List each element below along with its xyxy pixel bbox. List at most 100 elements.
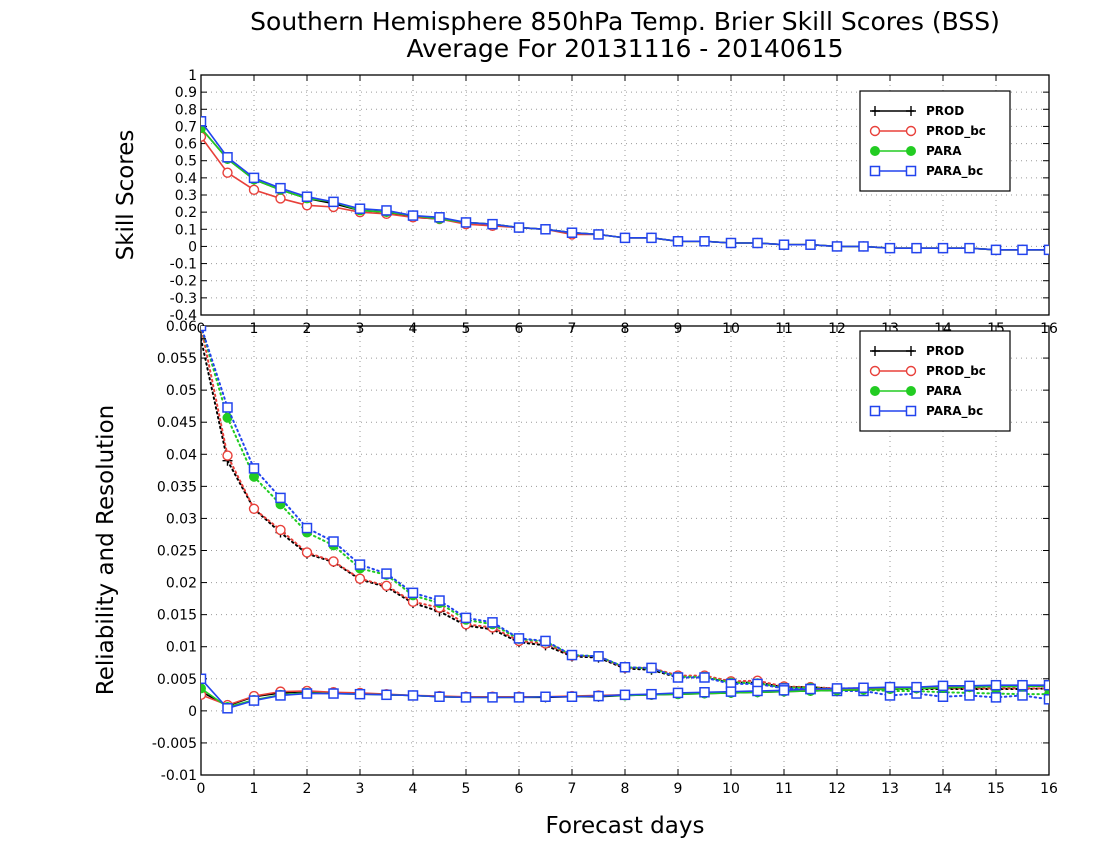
- data-point-para-bc: [460, 217, 472, 228]
- data-point-prod-bc: [301, 547, 313, 558]
- data-point-para-bc: [805, 683, 816, 695]
- y-tick-label: 0.04: [166, 447, 197, 463]
- legend-marker: [905, 365, 917, 377]
- legend-marker: [869, 165, 881, 177]
- data-point-para-bc: [354, 559, 366, 570]
- data-point-para-bc: [699, 236, 710, 247]
- x-tick-label: 13: [881, 781, 899, 797]
- y-tick-label: 1: [188, 68, 197, 84]
- data-point-para-bc: [434, 595, 445, 606]
- data-point-para-bc: [434, 691, 445, 702]
- data-point-para-bc: [513, 633, 525, 644]
- data-point-para-bc: [858, 241, 869, 252]
- data-point-para-bc: [222, 152, 233, 163]
- legend-marker: [906, 146, 916, 156]
- data-point-para-bc: [937, 242, 949, 254]
- data-point-para-bc: [619, 689, 631, 701]
- chart-subtitle: Average For 20131116 - 20140615: [406, 34, 843, 63]
- y-tick-label: -0.3: [170, 291, 197, 307]
- x-tick-label: 4: [409, 781, 418, 797]
- x-tick-label: 9: [674, 781, 683, 797]
- data-point-para-bc: [566, 227, 578, 238]
- data-point-para-bc: [275, 492, 286, 504]
- y-tick-label: 0.6: [175, 137, 197, 153]
- data-point-para-bc: [699, 672, 710, 683]
- data-point-para-bc: [778, 685, 790, 696]
- data-point-para-bc: [593, 651, 604, 662]
- legend-marker: [870, 106, 880, 116]
- x-tick-label: 12: [828, 781, 846, 797]
- data-point-para-bc: [248, 172, 260, 184]
- data-point-para-bc: [540, 691, 551, 702]
- y-tick-label: -0.4: [170, 308, 197, 324]
- data-point-prod-bc: [328, 556, 339, 567]
- data-point-para-bc: [540, 635, 551, 647]
- data-point-para-bc: [1017, 690, 1028, 701]
- x-tick-label: 2: [303, 781, 312, 797]
- data-point-para-bc: [646, 232, 657, 244]
- legend-box: [859, 90, 1011, 192]
- x-axis-label: Forecast days: [546, 813, 705, 839]
- legend-marker: [905, 125, 917, 137]
- data-point-para-bc: [407, 210, 419, 221]
- y-tick-label: 0.055: [157, 351, 197, 367]
- data-point-para-bc: [222, 402, 233, 413]
- x-tick-label: 16: [1040, 781, 1058, 797]
- legend-label-para-bc: PARA_bc: [926, 404, 983, 419]
- legend-marker: [905, 405, 917, 417]
- y-tick-label: 0.3: [175, 188, 197, 204]
- y-tick-label: 0.025: [157, 544, 197, 560]
- data-point-para-bc: [222, 703, 233, 714]
- data-point-para-bc: [990, 692, 1002, 703]
- data-point-para-bc: [381, 205, 392, 216]
- y-tick-label: -0.01: [161, 768, 197, 784]
- data-point-para-bc: [540, 224, 551, 235]
- plot-area: [201, 326, 1049, 714]
- data-point-para-bc: [752, 237, 763, 249]
- data-point-prod-bc: [201, 131, 207, 142]
- data-point-para-bc: [964, 242, 975, 254]
- legend: PROD PROD_bc PARA PARA_bc: [859, 330, 1011, 432]
- data-point-para-bc: [407, 587, 419, 599]
- data-point-para-bc: [672, 236, 684, 247]
- data-point-para-bc: [831, 241, 843, 252]
- data-point-para-bc: [328, 196, 339, 208]
- data-point-para-bc: [884, 681, 896, 693]
- x-tick-label: 1: [250, 781, 259, 797]
- data-point-para-bc: [964, 680, 975, 692]
- data-point-para-bc: [725, 686, 737, 697]
- data-point-para-bc: [248, 695, 260, 706]
- data-point-para-bc: [460, 612, 472, 624]
- data-point-prod-bc: [275, 193, 286, 204]
- data-point-prod-bc: [248, 184, 260, 196]
- data-point-para-bc: [964, 690, 975, 701]
- data-point-para-bc: [619, 232, 631, 244]
- y-tick-label: 0.06: [166, 319, 197, 335]
- x-tick-label: 14: [934, 781, 952, 797]
- data-point-para-bc: [937, 691, 949, 702]
- legend-label-para: PARA: [926, 384, 962, 398]
- legend-box: [859, 330, 1011, 432]
- data-point-para-bc: [487, 617, 498, 628]
- data-point-para-bc: [858, 682, 869, 694]
- legend-label-prod-bc: PROD_bc: [926, 124, 986, 139]
- data-point-para-bc: [566, 649, 578, 661]
- data-point-para-bc: [699, 687, 710, 698]
- data-point-para-bc: [1043, 244, 1049, 256]
- x-tick-label: 6: [515, 781, 524, 797]
- y-tick-label: 0.8: [175, 102, 197, 118]
- data-point-para-bc: [1043, 679, 1049, 691]
- x-tick-label: 3: [356, 781, 365, 797]
- data-point-para-bc: [301, 191, 313, 202]
- data-point-para-bc: [937, 680, 949, 692]
- data-point-prod: [201, 333, 206, 344]
- data-point-para-bc: [725, 237, 737, 249]
- legend-label-prod: PROD: [926, 104, 964, 118]
- data-point-para-bc: [201, 673, 207, 685]
- legend-marker: [869, 405, 881, 417]
- data-point-para-bc: [201, 326, 207, 332]
- data-point-para-bc: [593, 229, 604, 240]
- legend-marker: [870, 146, 880, 156]
- x-tick-label: 8: [621, 781, 630, 797]
